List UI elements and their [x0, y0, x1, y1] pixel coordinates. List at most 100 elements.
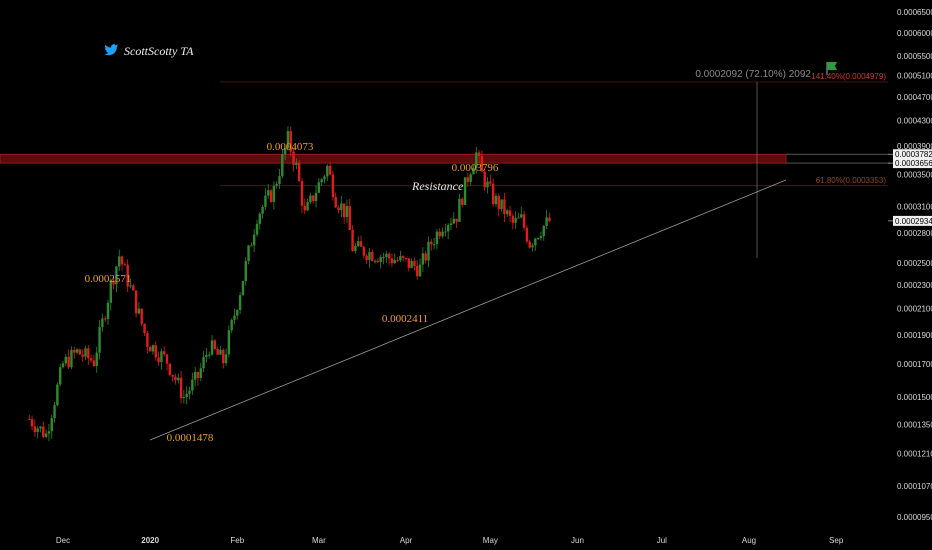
candle-body — [435, 231, 439, 245]
time-axis[interactable]: Dec 2020 Feb Mar Apr May Jun Jul Aug Sep — [56, 536, 844, 545]
candle-body — [283, 148, 287, 155]
candle-body — [413, 260, 416, 267]
candle-body — [393, 260, 396, 264]
candle-body — [348, 206, 351, 231]
candle-body — [475, 152, 478, 169]
resistance-label: Resistance — [411, 179, 464, 193]
measure-label: 0.0002092 (72.10%) 2092 — [695, 69, 811, 80]
candle-body — [247, 245, 250, 261]
candle-body — [289, 131, 292, 152]
candle-body — [446, 225, 450, 232]
candle-body — [379, 257, 382, 263]
candle-body — [385, 253, 388, 257]
candle-body — [163, 351, 166, 355]
candle-body — [213, 340, 217, 349]
y-tick-label: 0.0005100 — [897, 72, 932, 81]
candle-body — [368, 252, 371, 261]
candle-body — [483, 171, 486, 188]
candle-body — [511, 215, 515, 223]
candle-body — [216, 348, 219, 355]
candle-body — [528, 241, 531, 248]
candle-body — [188, 390, 191, 394]
candle-body — [536, 238, 540, 240]
price-annotation: 0.0002411 — [382, 313, 428, 325]
candle-body — [548, 217, 551, 222]
candle-body — [261, 206, 264, 214]
candle-body — [42, 426, 45, 437]
candle-body — [182, 397, 186, 399]
candles-layer — [28, 126, 551, 442]
price-annotation: 0.0004073 — [267, 141, 314, 153]
candle-body — [281, 154, 284, 177]
candle-body — [376, 260, 380, 263]
fib-level-label: 61.80%(0.0003353) — [816, 176, 887, 185]
candle-body — [359, 241, 363, 247]
candle-body — [28, 418, 31, 420]
candle-body — [309, 195, 312, 203]
candle-body — [115, 266, 118, 285]
candle-body — [146, 333, 149, 347]
candle-body — [196, 372, 200, 378]
candle-body — [320, 179, 323, 183]
price-tag-box — [893, 149, 932, 160]
candle-body — [427, 241, 430, 261]
candle-body — [371, 252, 374, 262]
price-tag-label: 0.0003656 — [895, 159, 932, 168]
candle-body — [306, 202, 309, 211]
trendline — [149, 179, 787, 441]
x-tick-label: Dec — [56, 536, 70, 545]
candle-body — [522, 214, 526, 228]
candle-body — [365, 255, 368, 261]
candle-body — [244, 260, 247, 282]
candle-body — [497, 195, 500, 210]
candle-body — [101, 318, 104, 328]
candle-body — [33, 426, 37, 433]
candle-body — [126, 264, 129, 287]
brand-handle: ScottScotty TA — [124, 44, 194, 58]
candle-body — [275, 184, 278, 186]
x-tick-label: Mar — [312, 536, 326, 545]
price-annotation: 0.0001478 — [167, 432, 214, 444]
candle-body — [520, 214, 523, 218]
candle-body — [438, 231, 441, 237]
candle-body — [151, 345, 155, 352]
candle-body — [87, 348, 90, 359]
candle-body — [199, 368, 202, 378]
candle-body — [118, 256, 121, 267]
candle-body — [525, 227, 529, 242]
price-axis[interactable]: 0.0006500 0.0006000 0.0005500 0.0005100 0.00… — [888, 8, 932, 522]
drawing-lines-layer: 141.40%(0.0004979) 61.80%(0.0003353) — [149, 72, 888, 441]
y-tick-label: 0.0002100 — [897, 305, 932, 314]
candle-body — [70, 349, 73, 368]
candle-body — [89, 358, 93, 361]
candle-body — [503, 199, 506, 215]
candle-body — [112, 280, 115, 285]
candle-body — [143, 323, 146, 334]
candle-body — [224, 354, 228, 364]
candle-body — [407, 258, 411, 268]
candle-body — [531, 245, 534, 248]
candle-body — [387, 253, 391, 259]
candle-body — [278, 176, 281, 185]
candle-body — [455, 218, 458, 222]
price-tag-label: 0.0002934 — [895, 217, 932, 226]
candle-body — [545, 217, 548, 226]
candle-body — [514, 217, 517, 223]
x-tick-label: May — [483, 536, 498, 545]
resistance-zone — [0, 153, 787, 164]
candle-body — [494, 195, 498, 205]
price-tag-box — [893, 158, 932, 169]
candle-body — [255, 223, 259, 235]
candle-body — [236, 310, 239, 316]
candle-body — [401, 256, 405, 258]
y-tick-label: 0.0001900 — [897, 331, 932, 340]
candle-body — [230, 319, 233, 331]
candle-body — [171, 374, 174, 377]
y-tick-label: 0.0003500 — [897, 171, 932, 180]
candle-body — [477, 152, 481, 156]
candle-body — [98, 327, 101, 353]
candle-body — [489, 181, 492, 184]
candle-body — [64, 356, 68, 364]
candle-body — [312, 195, 315, 202]
